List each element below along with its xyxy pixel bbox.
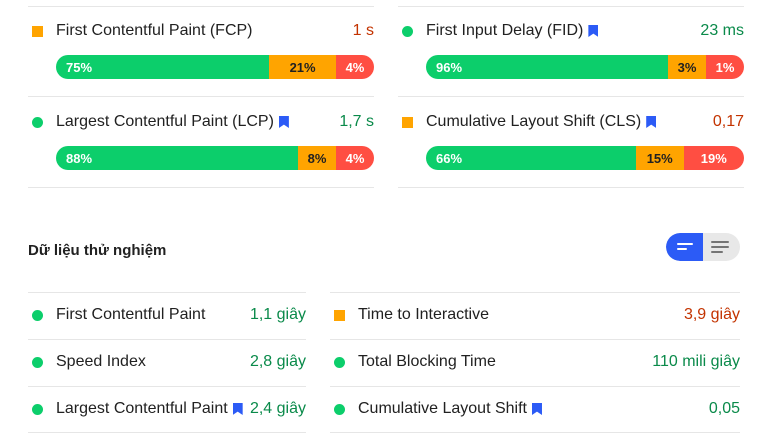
- divider: [28, 432, 306, 433]
- fast-segment: 75%: [56, 55, 270, 79]
- slow-segment: 4%: [335, 55, 374, 79]
- fast-circle-icon: [32, 404, 43, 415]
- metric-label: Largest Contentful Paint: [56, 399, 243, 419]
- fast-circle-icon: [334, 404, 345, 415]
- slow-segment: 19%: [683, 146, 744, 170]
- fast-segment: 96%: [426, 55, 668, 79]
- description-view-toggle-button[interactable]: [703, 233, 740, 261]
- field-metric-fid: First Input Delay (FID) 23 ms 96% 3% 1%: [398, 6, 744, 97]
- distribution-bar: 66% 15% 19%: [426, 146, 744, 170]
- metric-value: 2,4 giây: [249, 400, 306, 417]
- bookmark-flag-icon: [646, 116, 656, 128]
- fast-circle-icon: [32, 117, 43, 128]
- divider: [28, 339, 306, 340]
- metric-value: 2,8 giây: [249, 353, 306, 370]
- divider: [330, 386, 740, 387]
- view-toggle[interactable]: [666, 233, 740, 261]
- bookmark-flag-icon: [233, 403, 243, 415]
- metric-label: First Contentful Paint: [56, 306, 206, 323]
- description-view-icon: [711, 241, 729, 253]
- metric-value: 1,7 s: [339, 113, 374, 130]
- average-square-icon: [32, 26, 43, 37]
- lab-metric-lcp: Largest Contentful Paint 2,4 giây: [28, 386, 306, 433]
- lab-metric-speed-index: Speed Index 2,8 giây: [28, 339, 306, 386]
- metric-value: 110 mili giây: [652, 353, 740, 370]
- bookmark-flag-icon: [588, 25, 598, 37]
- bookmark-flag-icon: [279, 116, 289, 128]
- fast-segment: 88%: [56, 146, 298, 170]
- metric-value: 0,17: [712, 113, 744, 130]
- average-segment: 15%: [635, 146, 684, 170]
- divider: [330, 432, 740, 433]
- divider: [330, 339, 740, 340]
- average-segment: 8%: [298, 146, 336, 170]
- metric-value: 1,1 giây: [249, 306, 306, 323]
- list-view-toggle-button[interactable]: [666, 233, 703, 261]
- fast-circle-icon: [32, 357, 43, 368]
- distribution-bar: 96% 3% 1%: [426, 55, 744, 79]
- metric-label: Largest Contentful Paint (LCP): [56, 112, 289, 132]
- metric-label: Speed Index: [56, 353, 146, 370]
- lab-metric-tti: Time to Interactive 3,9 giây: [330, 292, 740, 339]
- fast-circle-icon: [32, 310, 43, 321]
- metric-label: Cumulative Layout Shift: [358, 399, 542, 419]
- slow-segment: 1%: [706, 55, 744, 79]
- average-segment: 21%: [269, 55, 336, 79]
- slow-segment: 4%: [336, 146, 374, 170]
- divider: [398, 96, 744, 97]
- metric-label: Cumulative Layout Shift (CLS): [426, 112, 656, 132]
- divider: [28, 96, 374, 97]
- divider: [398, 187, 744, 188]
- fast-circle-icon: [334, 357, 345, 368]
- metric-label: Time to Interactive: [358, 306, 490, 323]
- field-metric-lcp: Largest Contentful Paint (LCP) 1,7 s 88%…: [28, 97, 374, 188]
- metric-value: 0,05: [708, 400, 740, 417]
- bookmark-flag-icon: [532, 403, 542, 415]
- average-segment: 3%: [668, 55, 706, 79]
- fast-circle-icon: [402, 26, 413, 37]
- metric-label: First Input Delay (FID): [426, 21, 598, 41]
- field-metric-fcp: First Contentful Paint (FCP) 1 s 75% 21%…: [28, 6, 374, 97]
- lab-data-title: Dữ liệu thử nghiệm: [28, 242, 167, 259]
- metric-value: 1 s: [352, 22, 374, 39]
- distribution-bar: 75% 21% 4%: [56, 55, 374, 79]
- metric-value: 23 ms: [700, 22, 744, 39]
- divider: [330, 292, 740, 293]
- average-square-icon: [334, 310, 345, 321]
- field-metric-cls: Cumulative Layout Shift (CLS) 0,17 66% 1…: [398, 97, 744, 188]
- metric-value: 3,9 giây: [683, 306, 740, 323]
- metric-label: First Contentful Paint (FCP): [56, 22, 253, 39]
- fast-segment: 66%: [426, 146, 636, 170]
- divider: [28, 386, 306, 387]
- divider: [28, 6, 374, 7]
- divider: [28, 187, 374, 188]
- lab-metric-fcp: First Contentful Paint 1,1 giây: [28, 292, 306, 339]
- lab-metric-tbt: Total Blocking Time 110 mili giây: [330, 339, 740, 386]
- divider: [398, 6, 744, 7]
- divider: [28, 292, 306, 293]
- metric-label: Total Blocking Time: [358, 353, 496, 370]
- list-view-icon: [677, 241, 693, 253]
- average-square-icon: [402, 117, 413, 128]
- distribution-bar: 88% 8% 4%: [56, 146, 374, 170]
- lab-metric-cls: Cumulative Layout Shift 0,05: [330, 386, 740, 433]
